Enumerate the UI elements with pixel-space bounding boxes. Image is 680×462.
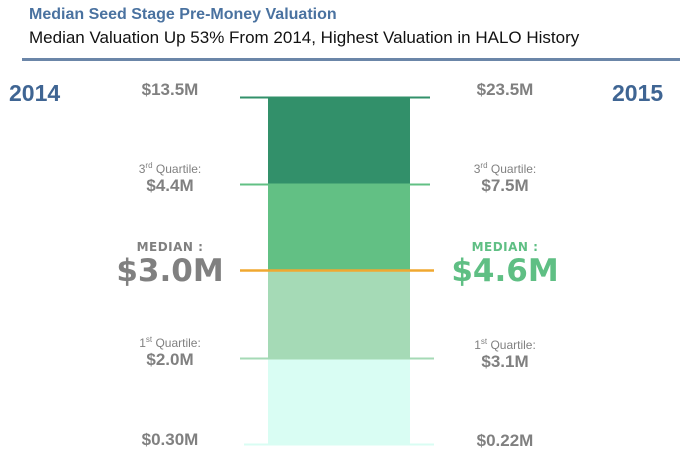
value-2015-q3: $7.5M: [481, 176, 529, 195]
caption-2015-median: MEDIAN :: [471, 240, 539, 254]
caption-2014-median: MEDIAN :: [136, 240, 204, 254]
label-2014-q3: 3rd Quartile: $4.4M: [120, 162, 220, 196]
value-2015-max: $23.5M: [476, 80, 534, 99]
box-segment-bottom: [268, 358, 410, 444]
value-2015-min: $0.22M: [476, 431, 534, 450]
value-2014-min: $0.30M: [141, 430, 199, 449]
label-2014-min: $0.30M: [120, 430, 220, 450]
caption-2014-q3: 3rd Quartile:: [138, 161, 202, 177]
label-2015-median: MEDIAN : $4.6M: [435, 240, 575, 288]
box-segment-upper-mid: [268, 184, 410, 270]
value-2014-q3: $4.4M: [146, 176, 194, 195]
label-2015-max: $23.5M: [455, 80, 555, 100]
caption-2015-q1: 1st Quartile:: [474, 337, 536, 353]
caption-2014-q1: 1st Quartile:: [139, 335, 201, 351]
header-divider: [22, 58, 680, 61]
value-2015-median: $4.6M: [451, 253, 559, 289]
caption-2015-q3: 3rd Quartile:: [473, 161, 537, 177]
label-2014-median: MEDIAN : $3.0M: [110, 240, 230, 288]
chart-subtitle: Median Valuation Up 53% From 2014, Highe…: [29, 28, 580, 47]
value-2014-q1: $2.0M: [146, 350, 194, 369]
value-2014-max: $13.5M: [141, 80, 199, 99]
box-segment-top: [268, 97, 410, 184]
value-2015-q1: $3.1M: [481, 352, 529, 371]
chart-title: Median Seed Stage Pre-Money Valuation: [29, 6, 337, 23]
value-2014-median: $3.0M: [116, 253, 224, 289]
box-segment-lower-mid: [268, 270, 410, 358]
label-2015-min: $0.22M: [455, 431, 555, 451]
year-label-2014: 2014: [9, 80, 61, 106]
year-label-2015: 2015: [612, 80, 664, 106]
label-2015-q3: 3rd Quartile: $7.5M: [455, 162, 555, 196]
label-2015-q1: 1st Quartile: $3.1M: [455, 338, 555, 372]
label-2014-q1: 1st Quartile: $2.0M: [120, 336, 220, 370]
label-2014-max: $13.5M: [120, 80, 220, 100]
